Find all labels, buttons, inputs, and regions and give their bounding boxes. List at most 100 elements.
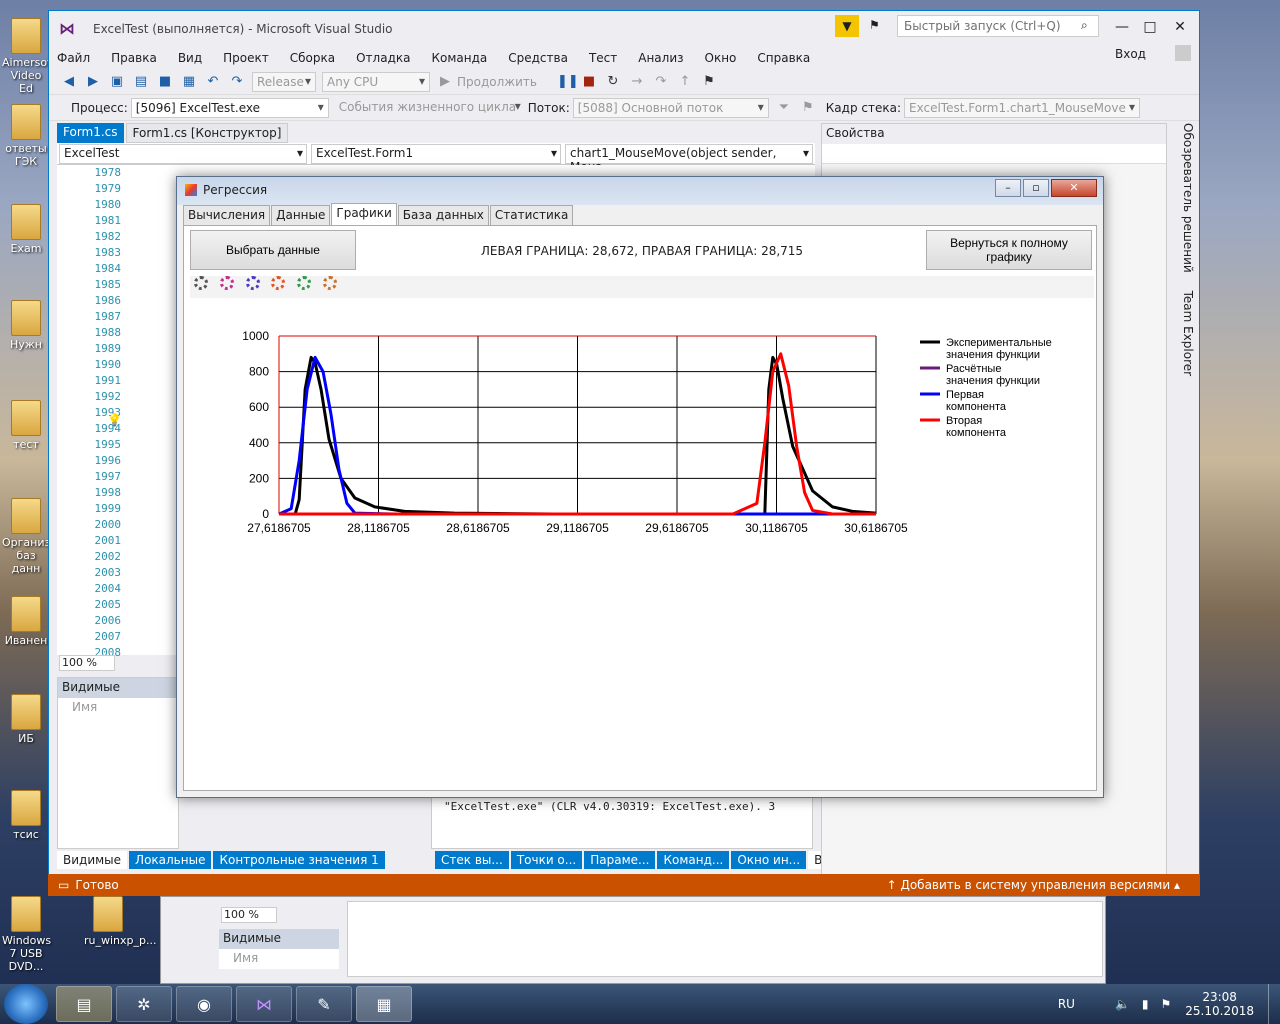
chrome-icon[interactable]: ◉ bbox=[176, 986, 232, 1022]
menu-item[interactable]: Команда bbox=[431, 51, 488, 65]
tab-team-explorer[interactable]: Team Explorer bbox=[1181, 290, 1195, 377]
tab-form1-cs[interactable]: Form1.cs bbox=[57, 123, 124, 143]
form-tab[interactable]: Вычисления bbox=[183, 205, 271, 225]
desktop-icon[interactable]: Иванен bbox=[2, 596, 50, 647]
continue-button[interactable]: Продолжить bbox=[457, 74, 537, 89]
step-over-icon[interactable]: ↷ bbox=[655, 73, 667, 89]
gear-orange-icon[interactable] bbox=[271, 276, 286, 290]
close-button[interactable]: ✕ bbox=[1174, 19, 1186, 35]
menu-item[interactable]: Анализ bbox=[638, 51, 684, 65]
form-close-button[interactable]: ✕ bbox=[1051, 179, 1097, 197]
reset-chart-button[interactable]: Вернуться к полному графику bbox=[926, 230, 1092, 270]
pause-icon[interactable]: ❚❚ bbox=[556, 73, 579, 89]
form-tab[interactable]: Статистика bbox=[489, 205, 574, 225]
lightbulb-icon[interactable]: 💡 bbox=[107, 413, 122, 427]
redo-icon[interactable]: ↷ bbox=[231, 73, 243, 89]
notifications-icon[interactable]: ⚑ bbox=[869, 18, 880, 32]
quick-launch-input[interactable]: Быстрый запуск (Ctrl+Q) bbox=[897, 15, 1099, 37]
feedback-filter-icon[interactable]: ▼ bbox=[835, 15, 859, 37]
desktop-icon[interactable]: Windows 7 USB DVD... bbox=[2, 896, 51, 973]
desktop-icon[interactable]: Организ баз данн bbox=[2, 498, 50, 575]
tab-command[interactable]: Команд... bbox=[657, 851, 730, 869]
avatar[interactable] bbox=[1175, 45, 1191, 61]
desktop-icon[interactable]: ИБ bbox=[2, 694, 50, 745]
vs-titlebar[interactable]: ⋈ ExcelTest (выполняется) - Microsoft Vi… bbox=[49, 11, 1199, 47]
flag-icon[interactable]: ⚑ bbox=[1160, 997, 1172, 1011]
lifecycle-select[interactable]: События жизненного цикла bbox=[335, 98, 525, 118]
gear-brown-icon[interactable] bbox=[323, 276, 338, 290]
member-select[interactable]: chart1_MouseMove(object sender, Mous bbox=[565, 144, 813, 174]
desktop-icon[interactable]: Нужн bbox=[2, 300, 50, 351]
flag-threads-icon[interactable]: ⚑ bbox=[801, 99, 814, 115]
gear-green-icon[interactable] bbox=[297, 276, 312, 290]
tab-call-stack[interactable]: Стек вы... bbox=[435, 851, 509, 869]
show-desktop-button[interactable] bbox=[1268, 984, 1280, 1024]
tab-form1-designer[interactable]: Form1.cs [Конструктор] bbox=[125, 123, 289, 143]
zoom-select[interactable]: 100 % bbox=[59, 655, 115, 671]
paint-icon[interactable]: ✎ bbox=[296, 986, 352, 1022]
restart-icon[interactable]: ↻ bbox=[607, 73, 619, 89]
desktop-icon[interactable]: тсис bbox=[2, 790, 50, 841]
menu-item[interactable]: Вид bbox=[177, 51, 203, 65]
form-tab[interactable]: База данных bbox=[397, 205, 489, 225]
minimize-button[interactable]: — bbox=[1115, 19, 1129, 35]
type-select[interactable]: ExcelTest.Form1 bbox=[311, 144, 561, 164]
app-network-icon[interactable]: ✲ bbox=[116, 986, 172, 1022]
tab-locals[interactable]: Локальные bbox=[129, 851, 212, 869]
tab-solution-explorer[interactable]: Обозреватель решений bbox=[1181, 123, 1195, 273]
menu-item[interactable]: Проект bbox=[223, 51, 269, 65]
regression-app-icon[interactable]: ▦ bbox=[356, 986, 412, 1022]
filter-icon[interactable]: ⏷ bbox=[778, 99, 789, 115]
back-icon[interactable]: ◀ bbox=[64, 73, 74, 89]
menu-item[interactable]: Сборка bbox=[289, 51, 336, 65]
form-maximize-button[interactable]: ▫ bbox=[1023, 179, 1049, 197]
volume-icon[interactable]: 🔈 bbox=[1114, 997, 1130, 1011]
output-pane[interactable]: "ExcelTest.exe" (CLR v4.0.30319: ExcelTe… bbox=[431, 797, 813, 849]
configuration-select[interactable]: Release bbox=[252, 71, 316, 92]
stack-frame-select[interactable]: ExcelTest.Form1.chart1_MouseMove bbox=[904, 97, 1140, 118]
maximize-button[interactable]: □ bbox=[1143, 19, 1157, 35]
explorer-icon[interactable]: ▤ bbox=[56, 986, 112, 1022]
tab-parameters[interactable]: Параме... bbox=[584, 851, 656, 869]
tab-immediate[interactable]: Окно ин... bbox=[731, 851, 807, 869]
step-out-icon[interactable]: ↑ bbox=[679, 73, 691, 89]
form-tab[interactable]: Графики bbox=[331, 203, 397, 225]
visual-studio-icon[interactable]: ⋈ bbox=[236, 986, 292, 1022]
form-tab[interactable]: Данные bbox=[271, 205, 331, 225]
zoom-select-2[interactable]: 100 % bbox=[221, 907, 277, 923]
process-select[interactable]: [5096] ExcelTest.exe bbox=[130, 97, 329, 118]
menu-item[interactable]: Файл bbox=[57, 51, 91, 65]
select-data-button[interactable]: Выбрать данные bbox=[190, 230, 356, 270]
desktop-icon[interactable]: ru_winxp_p... bbox=[84, 896, 156, 947]
bookmark-icon[interactable]: ⚑ bbox=[703, 73, 715, 89]
gear-pink-icon[interactable] bbox=[219, 276, 234, 290]
desktop-icon[interactable]: тест bbox=[2, 400, 50, 451]
desktop-icon[interactable]: Exam bbox=[2, 204, 50, 255]
menu-item[interactable]: Правка bbox=[111, 51, 157, 65]
forward-icon[interactable]: ▶ bbox=[88, 73, 98, 89]
thread-select[interactable]: [5088] Основной поток bbox=[572, 97, 769, 118]
clock[interactable]: 23:08 25.10.2018 bbox=[1185, 990, 1254, 1018]
desktop-icon[interactable]: Aimersoft Video Ed bbox=[2, 18, 55, 95]
play-icon[interactable]: ▶ bbox=[440, 73, 450, 89]
form-minimize-button[interactable]: – bbox=[995, 179, 1021, 197]
sign-in-link[interactable]: Вход bbox=[1115, 47, 1146, 61]
tab-breakpoints[interactable]: Точки о... bbox=[510, 851, 583, 869]
save-icon[interactable]: ■ bbox=[158, 73, 172, 89]
add-to-source-control[interactable]: ↑ Добавить в систему управления версиями… bbox=[886, 878, 1180, 892]
menu-item[interactable]: Средства bbox=[508, 51, 568, 65]
menu-item[interactable]: Тест bbox=[588, 51, 618, 65]
menu-item[interactable]: Отладка bbox=[356, 51, 411, 65]
language-indicator[interactable]: RU bbox=[1057, 997, 1075, 1011]
undo-icon[interactable]: ↶ bbox=[207, 73, 219, 89]
properties-object-select[interactable] bbox=[822, 144, 1166, 164]
new-project-icon[interactable]: ▣ bbox=[110, 73, 124, 89]
tab-autos[interactable]: Видимые bbox=[57, 851, 128, 869]
platform-select[interactable]: Any CPU bbox=[322, 71, 430, 92]
gear-blue-icon[interactable] bbox=[245, 276, 260, 290]
project-select[interactable]: ExcelTest bbox=[59, 144, 307, 164]
stop-icon[interactable]: ■ bbox=[582, 73, 596, 89]
step-into-icon[interactable]: → bbox=[631, 73, 643, 89]
network-icon[interactable]: ▮ bbox=[1141, 997, 1149, 1011]
menu-item[interactable]: Справка bbox=[757, 51, 811, 65]
